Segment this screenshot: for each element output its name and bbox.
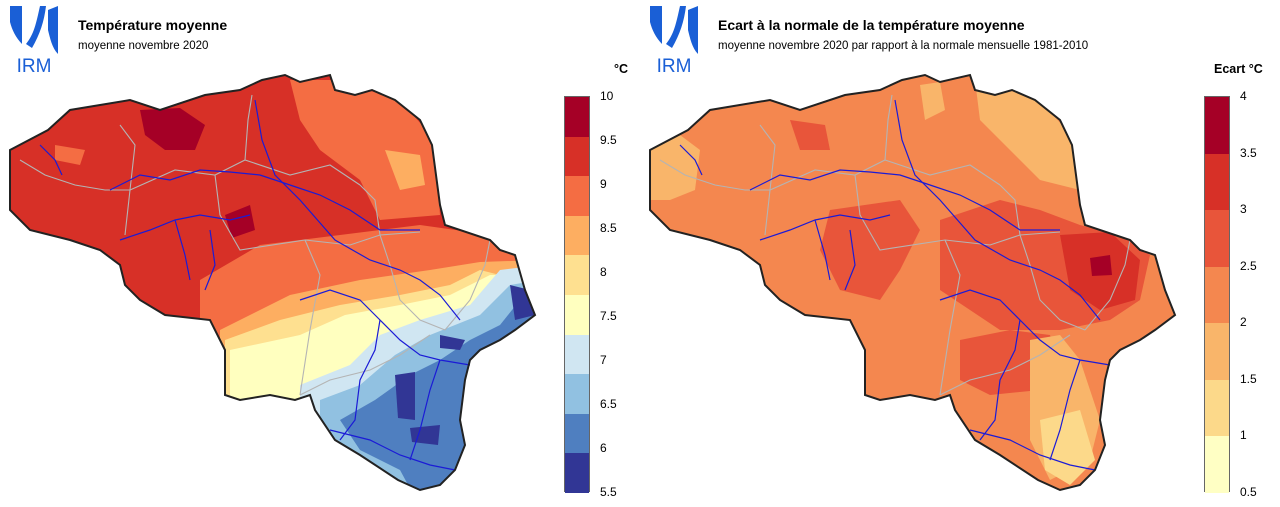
zone-below-6-b — [410, 425, 440, 445]
legend-swatch — [565, 215, 589, 256]
legend-swatch — [565, 136, 589, 177]
province-borders — [659, 94, 1131, 396]
legend-tick-label: 4 — [1240, 89, 1247, 103]
map-subtitle: moyenne novembre 2020 — [78, 40, 209, 52]
legend-tick-label: 5.5 — [600, 485, 617, 499]
legend-swatch — [1205, 379, 1229, 437]
province-borders — [19, 94, 491, 396]
rivers — [39, 99, 471, 471]
legend-swatch — [565, 255, 589, 296]
map-title: Température moyenne — [78, 17, 228, 33]
zone-2.5-3-center — [820, 200, 920, 300]
legend-tick-label: 0.5 — [1240, 485, 1257, 499]
legend-tick-label: 10 — [600, 89, 614, 103]
legend-tick-label: 2.5 — [1240, 258, 1257, 273]
legend-tick-label: 8.5 — [600, 221, 617, 235]
legend-tick-label: 7.5 — [600, 309, 617, 323]
anomaly-map — [649, 73, 1177, 492]
zone-3.5-4 — [1090, 255, 1112, 276]
legend-tick-label: 1.5 — [1240, 371, 1257, 386]
legend-tick-label: 6.5 — [600, 397, 617, 411]
zone-8-8.5-north — [385, 150, 425, 190]
legend-tick-label: 1 — [1240, 428, 1247, 443]
logo-text: IRM — [17, 56, 52, 74]
legend-swatch — [565, 334, 589, 375]
zone-below-6-d — [440, 335, 465, 350]
panel-temperature-anomaly: IRM Ecart à la normale de la température… — [640, 0, 1280, 507]
country-border — [649, 73, 1177, 492]
zone-2.5-3-north — [790, 120, 830, 150]
legend-swatch — [1205, 323, 1229, 381]
zone-below-6-a — [395, 372, 415, 420]
anomaly-legend-bar — [1204, 96, 1230, 494]
legend-swatch — [565, 97, 589, 137]
legend-tick-label: 8 — [600, 265, 607, 279]
legend-swatch — [1205, 210, 1229, 268]
zone-1-1.5 — [1040, 410, 1095, 485]
legend-swatch — [565, 413, 589, 454]
zone-1.5-2-northeast — [975, 80, 1080, 190]
legend-swatch — [1205, 97, 1229, 154]
rivers — [679, 99, 1111, 471]
legend-swatch — [1205, 266, 1229, 324]
legend-tick-label: 3.5 — [1240, 145, 1257, 160]
legend-swatch — [565, 176, 589, 217]
logo-text: IRM — [657, 56, 692, 74]
irm-logo: IRM — [650, 6, 698, 74]
legend-swatch — [1205, 153, 1229, 211]
legend-swatch — [1205, 436, 1229, 494]
legend-tick-label: 2 — [1240, 315, 1247, 330]
map-subtitle: moyenne novembre 2020 par rapport à la n… — [718, 40, 1089, 52]
map-title: Ecart à la normale de la température moy… — [718, 17, 1025, 33]
irm-logo: IRM — [10, 6, 58, 74]
zone-9.5-10-brussels — [225, 205, 255, 238]
legend-unit: °C — [614, 62, 629, 76]
legend-tick-label: 7 — [600, 353, 607, 367]
temperature-legend-bar — [564, 96, 590, 494]
legend-unit: Ecart °C — [1214, 62, 1263, 76]
zone-1.5-2-north — [920, 82, 945, 120]
zone-8.5-9-west — [55, 145, 85, 165]
zone-9.5-10-north — [140, 108, 205, 150]
temperature-map — [9, 73, 537, 492]
legend-tick-label: 3 — [1240, 202, 1247, 217]
legend-tick-label: 6 — [600, 441, 607, 455]
country-border — [9, 73, 537, 492]
legend-tick-label: 9 — [600, 177, 607, 191]
legend-swatch — [565, 374, 589, 415]
panel-mean-temperature: IRM Température moyenne moyenne novembre… — [9, 6, 629, 499]
legend-swatch — [565, 295, 589, 335]
legend-tick-label: 9.5 — [600, 133, 617, 147]
zone-1.5-2-coast — [650, 135, 700, 200]
legend-swatch — [565, 453, 589, 494]
